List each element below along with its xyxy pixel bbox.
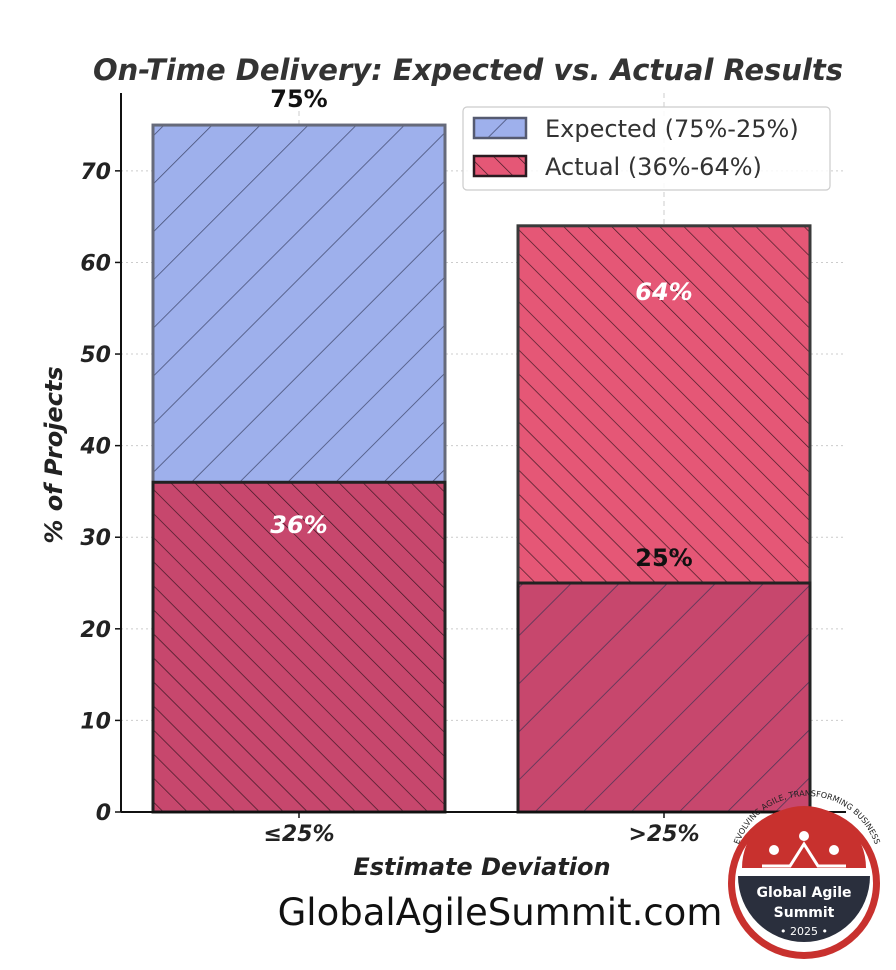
legend-swatch-actual-hatch bbox=[472, 154, 528, 178]
legend-box bbox=[462, 106, 831, 191]
badge-name-line2: Summit bbox=[774, 905, 835, 921]
summit-badge-logo: EVOLVING AGILE, TRANSFORMING BUSINESS Gl… bbox=[728, 789, 882, 959]
y-tick-label: 60 bbox=[80, 251, 111, 276]
tick-labels: 0 10 20 30 40 50 60 70 ≤25% >25% bbox=[79, 160, 699, 847]
bar-expected-gt25 bbox=[516, 581, 812, 814]
y-tick-label: 70 bbox=[80, 160, 111, 185]
y-tick-label: 0 bbox=[96, 801, 111, 826]
badge-bottom-fill bbox=[738, 876, 870, 942]
bars bbox=[151, 123, 812, 814]
data-labels: 75% 36% 64% 25% bbox=[270, 85, 692, 572]
data-label-expected-le25: 75% bbox=[270, 85, 327, 113]
badge-figures-line bbox=[762, 841, 846, 868]
legend-label-expected: Expected (75%-25%) bbox=[545, 115, 799, 143]
data-label-actual-le25: 36% bbox=[270, 511, 327, 539]
legend-swatch-expected-hatch bbox=[472, 116, 528, 140]
badge-year: • 2025 • bbox=[780, 925, 828, 938]
x-tick-label: >25% bbox=[628, 822, 699, 847]
chart-title: On-Time Delivery: Expected vs. Actual Re… bbox=[93, 53, 843, 87]
badge-figure-left bbox=[769, 845, 779, 855]
badge-name-line1: Global Agile bbox=[757, 885, 852, 901]
data-label-actual-gt25: 64% bbox=[635, 278, 692, 306]
y-tick-label: 10 bbox=[80, 709, 111, 734]
y-tick-label: 30 bbox=[80, 526, 111, 551]
legend-label-actual: Actual (36%-64%) bbox=[545, 153, 762, 181]
y-tick-label: 50 bbox=[80, 343, 111, 368]
x-axis-label: Estimate Deviation bbox=[353, 853, 610, 881]
badge-figure-center bbox=[799, 831, 809, 841]
y-tick-label: 20 bbox=[80, 618, 111, 643]
data-label-expected-gt25: 25% bbox=[635, 544, 692, 572]
y-tick-label: 40 bbox=[79, 435, 111, 460]
y-axis-label: % of Projects bbox=[40, 366, 68, 543]
website-text: GlobalAgileSummit.com bbox=[278, 891, 723, 934]
x-tick-label: ≤25% bbox=[263, 822, 334, 847]
axes bbox=[115, 93, 846, 818]
legend: Expected (75%-25%) Actual (36%-64%) bbox=[462, 106, 831, 191]
badge-figure-right bbox=[829, 845, 839, 855]
